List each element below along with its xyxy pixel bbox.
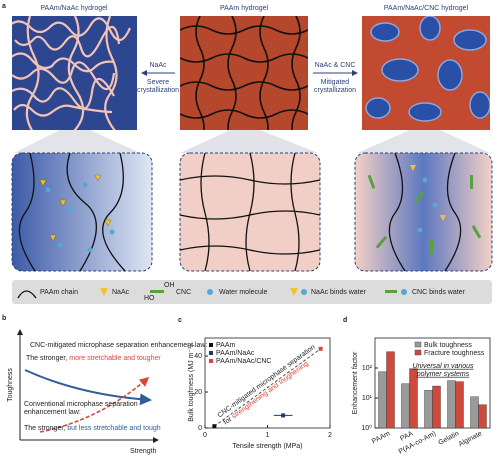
arrow-label: crystallization — [314, 87, 356, 94]
legend-icon — [150, 290, 164, 293]
conventional-curve — [24, 369, 152, 406]
zoom-cnc — [354, 152, 493, 272]
arrow-label: Severe — [147, 79, 169, 86]
y-tick-label: 10⁰ — [361, 424, 372, 432]
image-naac — [12, 16, 137, 130]
bar — [455, 381, 464, 429]
law-label: Conventional microphase separation — [24, 401, 138, 408]
group-label: OH — [164, 282, 175, 289]
x-tick-label: 1 — [266, 432, 270, 439]
annotation: forstrengthening and toughening — [223, 360, 310, 426]
arrow-label: Mitigated — [321, 79, 350, 86]
legend-swatch — [209, 343, 213, 347]
legend-icon — [17, 290, 37, 299]
bar — [378, 371, 387, 429]
law-text: The stronger, — [24, 425, 65, 432]
y-tick-label: 10² — [362, 365, 373, 372]
legend-icon — [100, 288, 108, 296]
x-tick-label: Alginate — [458, 430, 484, 448]
annotation: polymer systems — [416, 371, 470, 378]
image-paam — [180, 16, 308, 130]
y-tick-label: 20 — [194, 389, 202, 396]
legend-swatch — [209, 351, 213, 355]
image-label: PAAm/NaAc hydrogel — [40, 5, 108, 12]
cnc-curve — [39, 376, 150, 433]
x-tick-label: Gelatin — [437, 430, 460, 447]
legend-swatch — [209, 359, 213, 363]
legend-label: PAAm/NaAc/CNC — [216, 358, 272, 365]
zoom-paam — [179, 152, 321, 272]
panel-letter: a — [2, 3, 6, 10]
annotation-part: strengthening and toughening — [231, 360, 310, 420]
arrow-label: NaAc — [149, 62, 167, 69]
x-tick-label: 0 — [203, 432, 207, 439]
legend-bar — [12, 280, 492, 304]
legend-label: Fracture toughness — [424, 350, 485, 357]
legend-label: Bulk toughness — [424, 342, 472, 349]
legend-label: Water molecule — [219, 289, 267, 296]
legend-label: CNC — [176, 289, 191, 296]
legend-label: CNC binds water — [412, 289, 466, 296]
annotation-part: for — [223, 415, 234, 426]
trend-line — [214, 348, 321, 427]
bar — [447, 380, 456, 429]
legend-label: NaAc — [112, 289, 130, 296]
bar — [432, 385, 441, 429]
y-axis-label: Bulk toughness (MJ m⁻³) — [188, 344, 195, 422]
legend-label: PAAm/NaAc — [216, 350, 255, 357]
panel-letter: c — [178, 317, 182, 324]
law-label: CNC-mitigated microphase separation enha… — [30, 342, 207, 349]
x-tick-label: PAAm — [371, 430, 391, 445]
axis-label: Toughness — [7, 368, 14, 402]
law-text: The stronger, — [26, 355, 67, 362]
point — [318, 346, 323, 351]
law-text: but less stretchable and tough — [67, 425, 161, 432]
group-label: HO — [144, 295, 155, 302]
legend-icon — [290, 288, 307, 296]
legend-label: PAAm chain — [40, 289, 78, 296]
image-cnc — [362, 16, 490, 130]
annotation: Universal in various — [412, 363, 474, 370]
y-tick-label: 10¹ — [362, 395, 373, 402]
bar — [424, 390, 433, 429]
axis-label: Strength — [130, 448, 157, 455]
point — [212, 424, 217, 429]
y-axis-label: Enhancement factor — [352, 351, 359, 414]
y-tick-label: 40 — [194, 353, 202, 360]
arrow-label: NaAc & CNC — [315, 62, 356, 69]
law-result: The stronger, but less stretchable and to… — [24, 425, 161, 432]
x-tick-label: 2 — [328, 432, 332, 439]
legend-label: PAAm — [216, 342, 235, 349]
panel-letter: b — [2, 315, 6, 322]
point — [281, 413, 286, 418]
law-result: The stronger, more stretchable and toughe… — [26, 355, 161, 362]
legend-swatch — [414, 349, 422, 356]
zoom-funnel — [14, 130, 490, 153]
image-label: PAAm hydrogel — [220, 5, 269, 12]
bar — [409, 368, 418, 429]
y-tick-label: 0 — [198, 425, 202, 432]
legend-icon — [385, 289, 407, 295]
legend-label: NaAc binds water — [311, 289, 367, 296]
bar — [401, 383, 410, 429]
bar — [478, 404, 487, 429]
legend-swatch — [414, 341, 422, 348]
legend-icon — [207, 287, 216, 295]
image-label: PAAm/NaAc/CNC hydrogel — [384, 5, 469, 12]
law-label: enhancement law: — [24, 409, 81, 416]
panel-letter: d — [343, 317, 347, 324]
bar — [386, 351, 395, 429]
zoom-naac — [11, 152, 153, 272]
law-text: more stretchable and tougher — [69, 355, 161, 362]
arrow-label: crystallization — [137, 87, 179, 94]
x-axis-label: Tensile strength (MPa) — [232, 443, 302, 450]
bar — [470, 396, 479, 429]
